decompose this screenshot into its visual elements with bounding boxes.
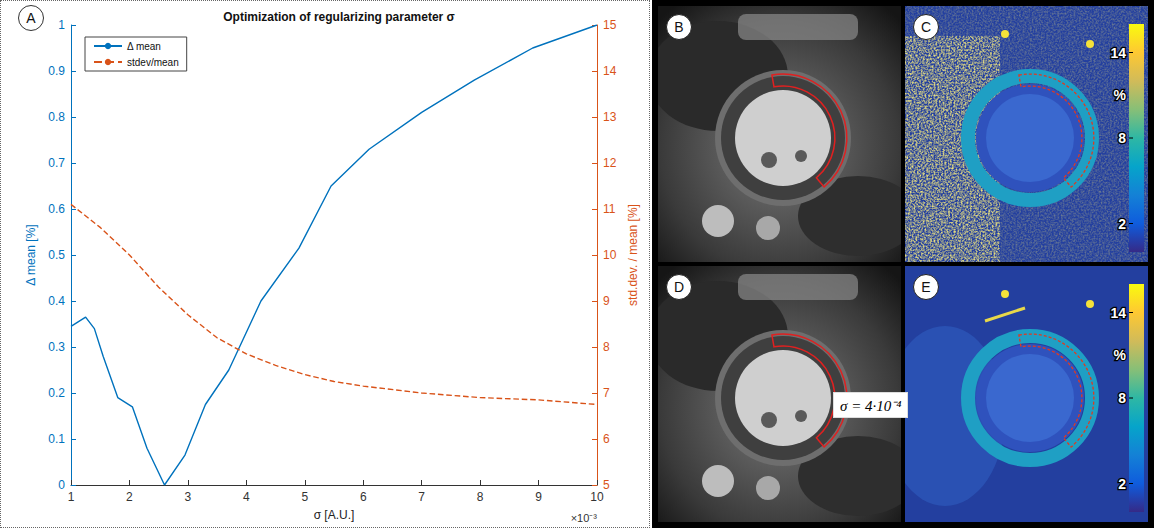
html-text:D: D [673, 279, 685, 295]
svg-text:14: 14 [1110, 305, 1126, 321]
svg-text:0.8: 0.8 [48, 110, 65, 124]
svg-text:5: 5 [603, 478, 610, 492]
svg-text:8: 8 [477, 490, 484, 504]
svg-text:0.5: 0.5 [48, 248, 65, 262]
svg-text:12: 12 [603, 156, 617, 170]
svg-text:6: 6 [603, 432, 610, 446]
svg-text:14: 14 [1110, 45, 1126, 61]
svg-text:8: 8 [1118, 130, 1126, 146]
svg-text:0.1: 0.1 [48, 432, 65, 446]
svg-text:stdev/mean: stdev/mean [127, 57, 179, 68]
svg-text:2: 2 [1118, 216, 1126, 232]
svg-text:%: % [1114, 347, 1127, 363]
svg-text:5: 5 [301, 490, 308, 504]
svg-text:2: 2 [1118, 476, 1126, 492]
html-text:B: B [674, 19, 684, 35]
svg-text:×10⁻³: ×10⁻³ [571, 512, 598, 524]
svg-text:3: 3 [185, 490, 192, 504]
svg-text:9: 9 [603, 294, 610, 308]
svg-text:10: 10 [590, 490, 604, 504]
svg-text:Optimization of regularizing p: Optimization of regularizing parameter σ [223, 10, 455, 24]
html-text:E: E [921, 279, 931, 295]
html-text:A: A [26, 10, 36, 26]
svg-text:Δ mean [%]: Δ mean [%] [24, 224, 38, 285]
svg-text:std.dev. / mean [%]: std.dev. / mean [%] [626, 204, 640, 306]
svg-text:0.9: 0.9 [48, 64, 65, 78]
svg-text:1: 1 [68, 490, 75, 504]
svg-text:0.6: 0.6 [48, 202, 65, 216]
svg-text:10: 10 [603, 248, 617, 262]
svg-text:7: 7 [603, 386, 610, 400]
svg-text:6: 6 [360, 490, 367, 504]
svg-text:0.3: 0.3 [48, 340, 65, 354]
svg-text:Δ mean: Δ mean [127, 41, 161, 52]
svg-text:4: 4 [243, 490, 250, 504]
svg-text:0.4: 0.4 [48, 294, 65, 308]
svg-text:11: 11 [603, 202, 616, 216]
html-text:σ = 4·10⁻⁴: σ = 4·10⁻⁴ [840, 398, 902, 414]
svg-text:8: 8 [1118, 390, 1126, 406]
svg-text:0.2: 0.2 [48, 386, 65, 400]
svg-text:15: 15 [603, 18, 617, 32]
svg-text:0.7: 0.7 [48, 156, 65, 170]
svg-text:0: 0 [58, 478, 65, 492]
svg-text:14: 14 [603, 64, 617, 78]
svg-text:2: 2 [126, 490, 133, 504]
svg-text:7: 7 [418, 490, 425, 504]
html-text:C: C [920, 19, 932, 35]
svg-text:%: % [1114, 87, 1127, 103]
svg-text:9: 9 [535, 490, 542, 504]
svg-text:1: 1 [58, 18, 65, 32]
svg-text:σ [A.U.]: σ [A.U.] [314, 508, 355, 522]
svg-text:8: 8 [603, 340, 610, 354]
svg-text:13: 13 [603, 110, 617, 124]
